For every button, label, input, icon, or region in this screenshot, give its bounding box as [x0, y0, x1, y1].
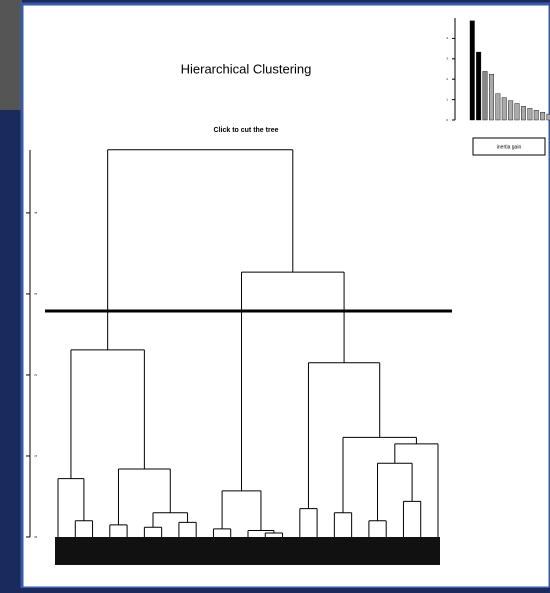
- leaf-labels: [55, 537, 440, 565]
- bar: [489, 74, 494, 120]
- chart-title: Hierarchical Clustering: [181, 61, 312, 76]
- window: Hierarchical Clustering Click to cut the…: [0, 0, 550, 588]
- chart-subtitle: Click to cut the tree: [214, 127, 279, 134]
- bar: [502, 98, 507, 120]
- bar: [540, 112, 545, 120]
- bar: [534, 110, 539, 120]
- bar: [476, 52, 481, 120]
- page: Hierarchical Clustering Click to cut the…: [0, 0, 550, 588]
- legend-label: inertia gain: [497, 144, 522, 150]
- bar: [496, 94, 501, 120]
- bar: [521, 106, 526, 120]
- bar: [483, 71, 488, 120]
- bar: [470, 21, 475, 120]
- bar: [528, 108, 533, 120]
- bar: [515, 103, 520, 120]
- bar: [508, 101, 513, 120]
- background-image: [0, 0, 22, 110]
